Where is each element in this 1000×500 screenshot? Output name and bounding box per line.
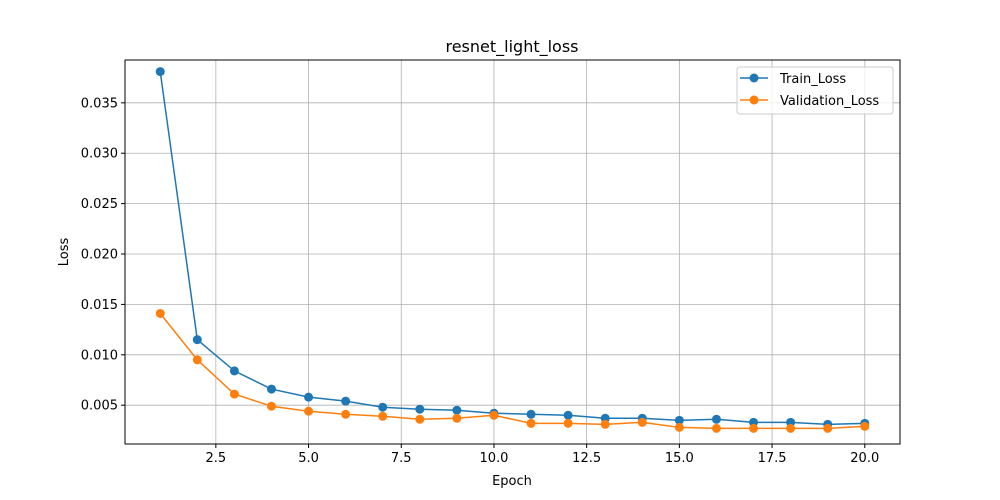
x-axis-title: Epoch — [492, 474, 532, 489]
data-point-train-loss — [266, 384, 276, 394]
data-point-validation-loss — [563, 418, 573, 428]
ticks-layer: 2.5 5.0 7.5 10.0 12.5 15.0 17.5 20.0 0.005 0.010 0… — [81, 96, 879, 466]
plot-frame — [124, 59, 901, 445]
y-axis-title: Loss — [57, 238, 72, 267]
data-point-validation-loss — [192, 355, 202, 365]
legend: Train_Loss Validation_Loss — [736, 66, 894, 115]
x-tick-label: 10.0 — [479, 451, 508, 466]
y-tick-label: 0.010 — [81, 348, 118, 363]
y-tick-label: 0.030 — [81, 147, 118, 162]
data-point-validation-loss — [266, 401, 276, 411]
data-point-validation-loss — [860, 421, 870, 431]
data-point-validation-loss — [378, 411, 388, 421]
x-tick-label: 12.5 — [572, 451, 601, 466]
data-point-train-loss — [378, 402, 388, 412]
grid-layer — [125, 60, 900, 444]
y-tick-label: 0.020 — [81, 248, 118, 263]
x-tick-label: 5.0 — [298, 451, 319, 466]
data-point-train-loss — [304, 392, 314, 402]
data-point-validation-loss — [823, 423, 833, 433]
data-point-validation-loss — [489, 410, 499, 420]
data-point-train-loss — [563, 410, 573, 420]
data-point-train-loss — [711, 414, 721, 424]
data-point-validation-loss — [711, 423, 721, 433]
data-point-validation-loss — [155, 308, 165, 318]
data-point-train-loss — [155, 67, 165, 77]
data-point-validation-loss — [674, 422, 684, 432]
data-point-validation-loss — [600, 419, 610, 429]
x-tick-label: 2.5 — [206, 451, 227, 466]
y-tick-label: 0.015 — [81, 298, 118, 313]
x-tick-label: 20.0 — [850, 451, 879, 466]
x-tick-label: 7.5 — [391, 451, 412, 466]
y-tick-label: 0.005 — [81, 399, 118, 414]
series-line-train-loss — [159, 71, 865, 426]
data-point-validation-loss — [415, 414, 425, 424]
y-tick-label: 0.025 — [81, 197, 118, 212]
data-point-validation-loss — [341, 409, 351, 419]
legend-marker-validation — [749, 95, 759, 105]
data-point-train-loss — [341, 396, 351, 406]
data-point-validation-loss — [786, 423, 796, 433]
x-tick-label: 15.0 — [665, 451, 694, 466]
data-point-train-loss — [415, 404, 425, 414]
legend-label-train: Train_Loss — [779, 72, 846, 87]
data-point-validation-loss — [452, 413, 462, 423]
data-point-train-loss — [229, 366, 239, 376]
data-point-validation-loss — [637, 417, 647, 427]
series-layer — [155, 67, 870, 433]
y-tick-label: 0.035 — [81, 96, 118, 111]
chart-title: resnet_light_loss — [445, 37, 578, 57]
data-point-train-loss — [526, 409, 536, 419]
x-tick-label: 17.5 — [758, 451, 787, 466]
series-line-validation-loss — [159, 313, 865, 430]
legend-marker-train — [749, 73, 759, 83]
data-point-validation-loss — [304, 406, 314, 416]
data-point-validation-loss — [749, 423, 759, 433]
legend-box — [736, 66, 894, 115]
data-point-train-loss — [674, 415, 684, 425]
data-point-validation-loss — [229, 389, 239, 399]
data-point-train-loss — [452, 405, 462, 415]
legend-label-validation: Validation_Loss — [780, 94, 879, 109]
data-point-train-loss — [192, 335, 202, 345]
data-point-validation-loss — [526, 418, 536, 428]
